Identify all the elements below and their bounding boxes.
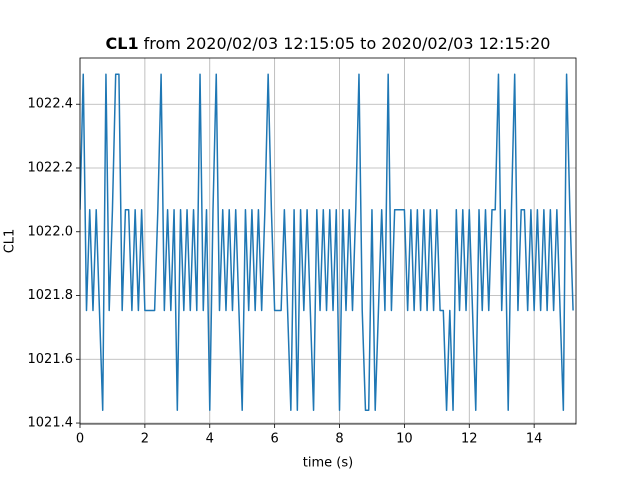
x-tick-label: 6 xyxy=(270,432,278,447)
y-tick-label: 1021.4 xyxy=(28,416,74,431)
y-tick-label: 1022.2 xyxy=(28,160,74,175)
title-text: from 2020/02/03 12:15:05 to 2020/02/03 1… xyxy=(144,34,551,53)
x-tick-label: 2 xyxy=(141,432,149,447)
data-line xyxy=(80,73,574,412)
chart-title: CL1 from 2020/02/03 12:15:05 to 2020/02/0… xyxy=(106,34,551,53)
x-tick-label: 12 xyxy=(461,432,478,447)
y-tick-label: 1021.8 xyxy=(28,288,74,303)
y-axis-label: CL1 xyxy=(3,229,18,254)
x-tick-label: 10 xyxy=(396,432,413,447)
title-bold: CL1 xyxy=(106,34,139,53)
x-tick-label: 0 xyxy=(76,432,84,447)
x-tick-label: 4 xyxy=(206,432,214,447)
y-tick-label: 1022.4 xyxy=(28,97,74,112)
y-tick-label: 1021.6 xyxy=(28,352,74,367)
x-axis-label: time (s) xyxy=(303,456,353,471)
plot-frame xyxy=(79,57,577,425)
x-tick-label: 14 xyxy=(526,432,543,447)
y-tick-label: 1022.0 xyxy=(28,224,74,239)
x-tick-label: 8 xyxy=(335,432,343,447)
